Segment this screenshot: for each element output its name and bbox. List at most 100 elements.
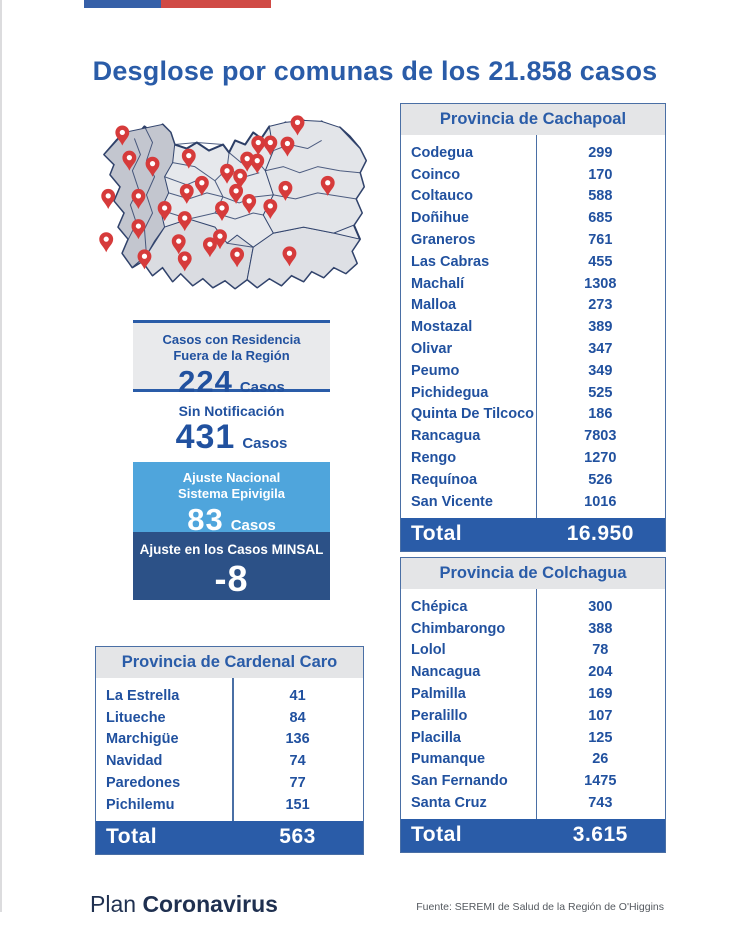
table-row: Palmilla 169 <box>401 683 665 705</box>
stat-value: 224 <box>178 364 233 399</box>
commune-value: 107 <box>588 707 613 724</box>
commune-value: 588 <box>588 188 613 205</box>
table-row: Coinco 170 <box>401 164 665 186</box>
table-row: Marchigüe 136 <box>96 729 363 751</box>
stat-unit: Casos <box>242 435 288 452</box>
table-row: Quinta De Tilcoco 186 <box>401 404 665 426</box>
flag-blue-segment <box>84 0 161 8</box>
stat-label: Sin Notificación <box>178 403 285 419</box>
commune-name: Malloa <box>411 297 457 314</box>
commune-value: 125 <box>588 729 613 746</box>
stat-label: Ajuste en los Casos MINSAL <box>139 542 324 557</box>
commune-name: Nancagua <box>411 664 481 681</box>
table-row: Pichidegua 525 <box>401 382 665 404</box>
commune-name: Coltauco <box>411 188 474 205</box>
total-value: 3.615 <box>572 823 628 847</box>
commune-value: 349 <box>588 362 613 379</box>
stat-box-fuera-region: Casos con Residencia Fuera de la Región … <box>133 320 330 399</box>
commune-value: 526 <box>588 471 613 488</box>
stat-label: Casos con Residencia <box>162 332 301 347</box>
commune-value: 273 <box>588 297 613 314</box>
commune-value: 685 <box>588 210 613 227</box>
stat-value: 431 <box>175 418 236 456</box>
page-edge-line <box>0 0 2 912</box>
footer-source: Fuente: SEREMI de Salud de la Región de … <box>416 901 664 913</box>
commune-value: 299 <box>588 144 613 161</box>
table-row: Mostazal 389 <box>401 316 665 338</box>
commune-name: Santa Cruz <box>411 795 487 812</box>
commune-name: Peumo <box>411 362 460 379</box>
table-row: Las Cabras 455 <box>401 251 665 273</box>
commune-value: 389 <box>588 319 613 336</box>
commune-value: 169 <box>588 686 613 703</box>
commune-value: 7803 <box>584 428 617 445</box>
commune-value: 170 <box>588 166 613 183</box>
table-row: Codegua 299 <box>401 142 665 164</box>
region-south-shade <box>132 218 254 290</box>
commune-name: Machalí <box>411 275 465 292</box>
total-label: Total <box>411 823 463 847</box>
stat-label: Sistema Epivigila <box>178 486 285 501</box>
commune-value: 136 <box>285 731 310 748</box>
commune-value: 77 <box>289 775 306 792</box>
table-colchagua-total-row: Total 3.615 <box>401 818 665 852</box>
table-row: Placilla 125 <box>401 727 665 749</box>
flag-red-segment <box>161 0 271 8</box>
stat-box-ajuste-minsal: Ajuste en los Casos MINSAL -8 <box>133 532 330 600</box>
table-row: Graneros 761 <box>401 229 665 251</box>
commune-name: Lolol <box>411 642 446 659</box>
gov-flag-bar <box>84 0 271 8</box>
commune-name: Graneros <box>411 232 476 249</box>
commune-name: Pichidegua <box>411 384 489 401</box>
table-row: Peralillo 107 <box>401 705 665 727</box>
commune-name: Paredones <box>106 775 181 792</box>
footer-brand-regular: Plan <box>90 891 137 917</box>
table-row: Navidad 74 <box>96 750 363 772</box>
commune-value: 1270 <box>584 450 617 467</box>
commune-name: San Vicente <box>411 493 493 510</box>
footer-brand-bold: Coronavirus <box>142 891 278 917</box>
table-colchagua-title: Provincia de Colchagua <box>401 558 665 589</box>
table-row: Chépica 300 <box>401 596 665 618</box>
commune-value: 347 <box>588 341 613 358</box>
total-value: 16.950 <box>566 522 634 546</box>
table-row: La Estrella 41 <box>96 685 363 707</box>
commune-name: Rengo <box>411 450 457 467</box>
table-row: Olivar 347 <box>401 338 665 360</box>
commune-value: 78 <box>592 642 609 659</box>
commune-value: 41 <box>289 687 306 704</box>
stat-value: 83 <box>187 502 224 537</box>
table-row: Malloa 273 <box>401 295 665 317</box>
commune-value: 26 <box>592 751 609 768</box>
stat-unit: Casos <box>239 379 285 396</box>
table-row: Chimbarongo 388 <box>401 618 665 640</box>
commune-value: 455 <box>588 253 613 270</box>
commune-name: Rancagua <box>411 428 481 445</box>
commune-name: Pichilemu <box>106 796 175 813</box>
commune-value: 743 <box>588 795 613 812</box>
table-row: San Fernando 1475 <box>401 770 665 792</box>
commune-value: 1016 <box>584 493 617 510</box>
commune-name: Doñihue <box>411 210 469 227</box>
table-row: Rancagua 7803 <box>401 425 665 447</box>
table-row: Litueche 84 <box>96 707 363 729</box>
table-cardenal-caro-body: La Estrella 41 Litueche 84 Marchigüe 136 Navid… <box>96 678 363 821</box>
table-row: Nancagua 204 <box>401 661 665 683</box>
table-cachapoal: Provincia de Cachapoal Codegua 299 Coinco 1… <box>400 103 666 552</box>
commune-value: 761 <box>588 232 613 249</box>
commune-name: Chépica <box>411 598 468 615</box>
commune-name: Placilla <box>411 729 461 746</box>
commune-value: 74 <box>289 753 306 770</box>
commune-value: 84 <box>289 709 306 726</box>
stat-value: -8 <box>214 558 249 599</box>
commune-name: San Fernando <box>411 773 508 790</box>
total-label: Total <box>106 825 158 849</box>
stat-box-sin-notificacion: Sin Notificación 431 Casos <box>133 401 330 457</box>
stat-label: Fuera de la Región <box>173 348 290 363</box>
commune-value: 300 <box>588 598 613 615</box>
region-map-svg <box>99 115 367 290</box>
commune-value: 204 <box>588 664 613 681</box>
table-colchagua-body: Chépica 300 Chimbarongo 388 Lolol 78 Nancagua 2… <box>401 589 665 819</box>
total-value: 563 <box>279 825 316 849</box>
commune-name: Navidad <box>106 753 163 770</box>
